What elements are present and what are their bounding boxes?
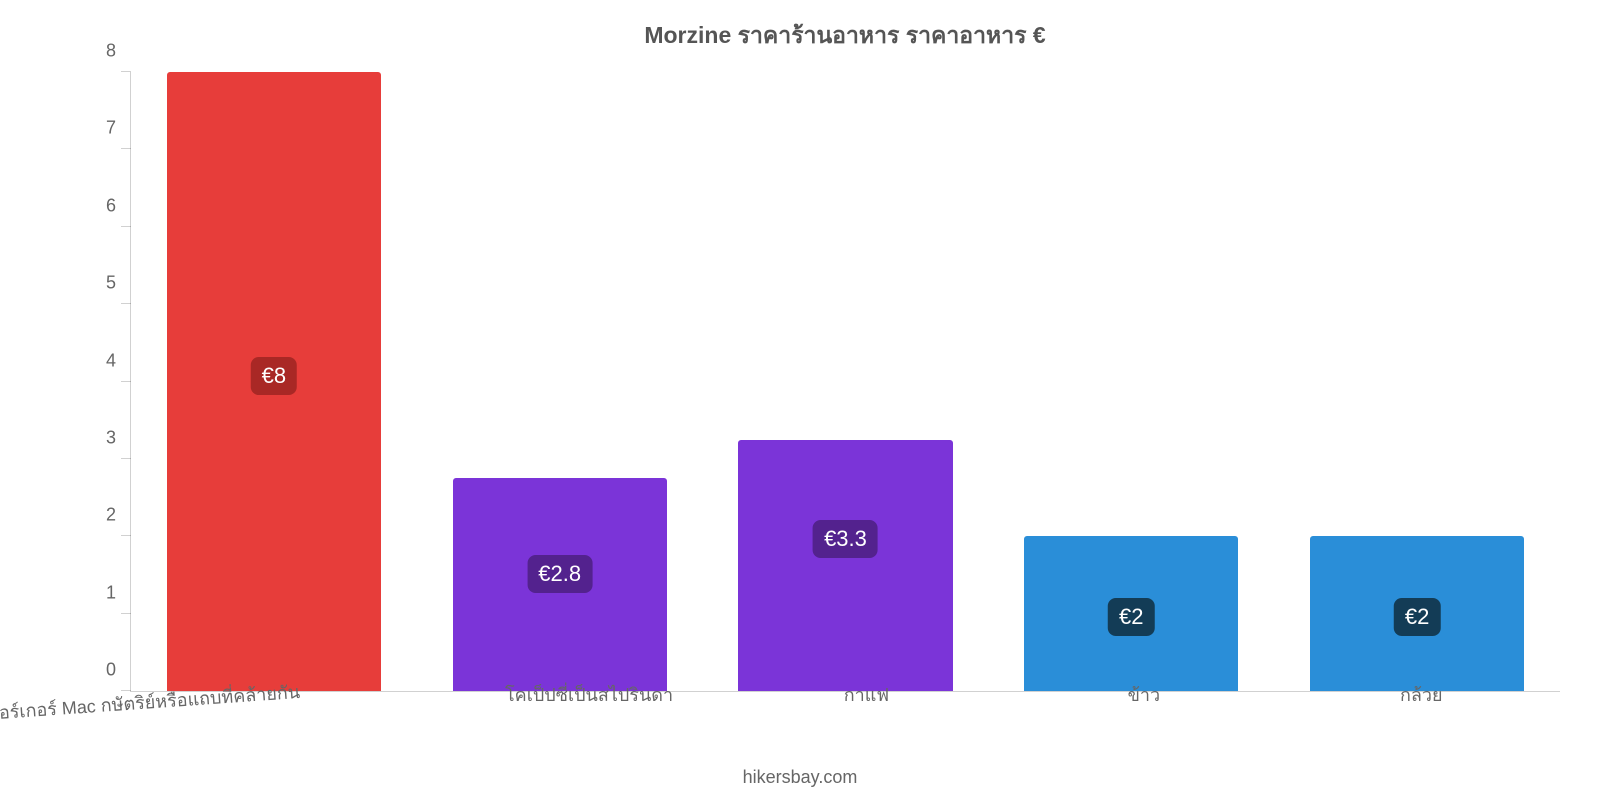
bar-value-label: €2 bbox=[1108, 598, 1154, 636]
bar: €8 bbox=[167, 72, 381, 691]
y-tick bbox=[121, 226, 131, 227]
y-tick-label: 2 bbox=[76, 505, 116, 526]
x-axis-label: กาแฟ bbox=[728, 680, 1005, 709]
y-tick-label: 5 bbox=[76, 273, 116, 294]
bar: €2 bbox=[1024, 536, 1238, 691]
y-tick bbox=[121, 613, 131, 614]
y-tick-label: 6 bbox=[76, 195, 116, 216]
bar-slot: €3.3 bbox=[703, 72, 989, 691]
bars-layer: €8 €2.8 €3.3 €2 €2 bbox=[131, 72, 1560, 691]
x-axis-label: ข้าว bbox=[1005, 680, 1282, 709]
y-tick-label: 0 bbox=[76, 660, 116, 681]
bar: €2 bbox=[1310, 536, 1524, 691]
y-tick bbox=[121, 381, 131, 382]
bar-value-label: €2.8 bbox=[527, 555, 592, 593]
x-axis-label: โคเป็ปซี่เป็นสไปรินดา bbox=[450, 680, 727, 709]
bar-slot: €2.8 bbox=[417, 72, 703, 691]
bar-value-label: €3.3 bbox=[813, 520, 878, 558]
y-tick bbox=[121, 690, 131, 691]
bar-value-label: €8 bbox=[251, 357, 297, 395]
plot-area: €8€2.8€3.3€2€2 เบอร์เกอร์ Mac กษัตริย์หร… bbox=[130, 72, 1560, 692]
x-axis-label: เบอร์เกอร์ Mac กษัตริย์หรือแถบที่คล้ายกั… bbox=[0, 677, 301, 728]
y-tick-label: 7 bbox=[76, 118, 116, 139]
y-tick-label: 3 bbox=[76, 427, 116, 448]
bar: €3.3 bbox=[738, 440, 952, 691]
y-tick bbox=[121, 458, 131, 459]
y-tick bbox=[121, 148, 131, 149]
bar-slot: €2 bbox=[1274, 72, 1560, 691]
attribution-text: hikersbay.com bbox=[0, 767, 1600, 788]
y-tick-label: 8 bbox=[76, 41, 116, 62]
y-tick bbox=[121, 303, 131, 304]
x-axis-label: กล้วย bbox=[1283, 680, 1560, 709]
y-tick bbox=[121, 71, 131, 72]
chart-title: Morzine ราคาร้านอาหาร ราคาอาหาร € bbox=[130, 18, 1560, 54]
x-axis-labels: เบอร์เกอร์ Mac กษัตริย์หรือแถบที่คล้ายกั… bbox=[131, 680, 1560, 709]
y-tick-label: 4 bbox=[76, 350, 116, 371]
bar: €2.8 bbox=[453, 478, 667, 691]
bar-slot: €8 bbox=[131, 72, 417, 691]
y-tick-label: 1 bbox=[76, 582, 116, 603]
chart-container: Morzine ราคาร้านอาหาร ราคาอาหาร € €8 €2.8… bbox=[0, 0, 1600, 800]
y-tick bbox=[121, 535, 131, 536]
bar-value-label: €2 bbox=[1394, 598, 1440, 636]
bar-slot: €2 bbox=[988, 72, 1274, 691]
